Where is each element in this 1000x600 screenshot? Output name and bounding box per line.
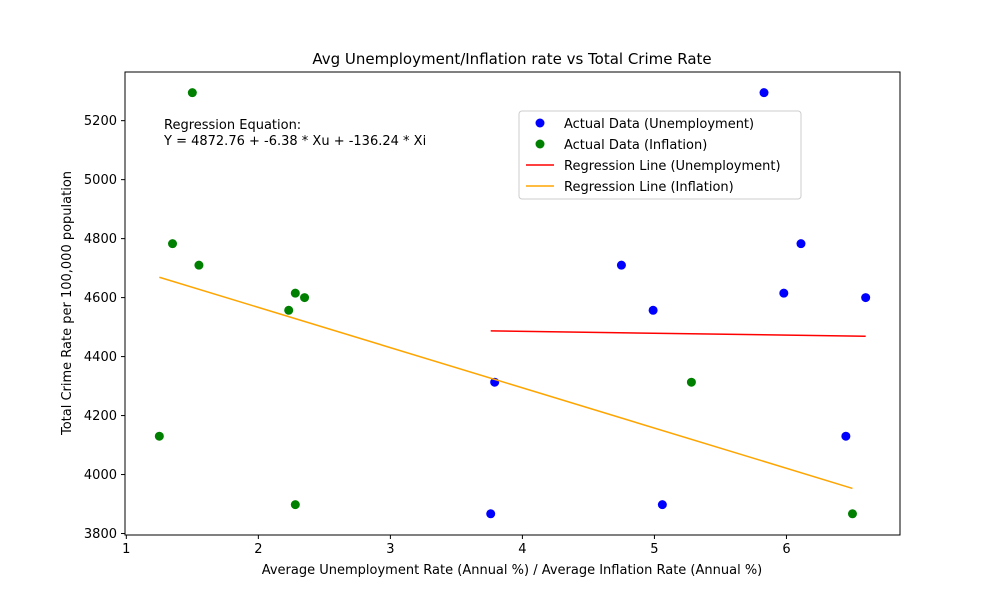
- data-point: [847, 509, 857, 519]
- annotation-line-1: Regression Equation:: [164, 118, 301, 133]
- y-tick-label: 5000: [84, 173, 117, 188]
- y-tick-label: 3800: [84, 527, 117, 542]
- data-point: [168, 239, 178, 249]
- regression-line: [490, 330, 866, 337]
- data-point: [759, 88, 769, 98]
- legend-label-unemployment-data: Actual Data (Unemployment): [564, 117, 754, 132]
- regression-line: [159, 276, 853, 490]
- x-axis: 1 2 3 4 5 6: [122, 535, 791, 557]
- chart-title: Avg Unemployment/Inflation rate vs Total…: [312, 50, 711, 68]
- data-point: [486, 509, 496, 519]
- legend-label-unemployment-regression: Regression Line (Unemployment): [564, 159, 781, 174]
- data-point: [187, 88, 197, 98]
- x-tick-label: 4: [518, 542, 526, 557]
- y-tick-label: 4000: [84, 468, 117, 483]
- data-point: [686, 377, 696, 387]
- y-tick-label: 4400: [84, 350, 117, 365]
- data-point: [841, 431, 851, 441]
- data-point: [300, 293, 310, 303]
- series-3: [159, 276, 853, 490]
- y-axis-label: Total Crime Rate per 100,000 population: [60, 171, 75, 436]
- regression-equation-annotation: Regression Equation: Y = 4872.76 + -6.38…: [163, 118, 426, 149]
- series-1: [154, 88, 857, 519]
- legend-marker-unemployment: [535, 118, 545, 128]
- data-point: [648, 305, 658, 315]
- data-point: [290, 500, 300, 510]
- legend-marker-inflation: [535, 139, 545, 149]
- data-point: [284, 305, 294, 315]
- plot-frame: [124, 71, 901, 536]
- legend-label-inflation-regression: Regression Line (Inflation): [564, 180, 734, 195]
- data-point: [657, 500, 667, 510]
- data-point: [796, 239, 806, 249]
- data-point: [194, 260, 204, 270]
- x-tick-label: 2: [254, 542, 262, 557]
- series-2: [490, 330, 866, 337]
- x-tick-label: 3: [386, 542, 394, 557]
- data-point: [290, 288, 300, 298]
- data-point: [861, 293, 871, 303]
- x-tick-label: 1: [122, 542, 130, 557]
- x-tick-label: 5: [650, 542, 658, 557]
- y-axis: 3800 4000 4200 4400 4600 4800 5000 5200: [84, 114, 125, 542]
- legend: Actual Data (Unemployment) Actual Data (…: [518, 110, 802, 200]
- x-tick-label: 6: [782, 542, 790, 557]
- annotation-line-2: Y = 4872.76 + -6.38 * Xu + -136.24 * Xi: [163, 134, 426, 149]
- data-point: [779, 288, 789, 298]
- y-tick-label: 5200: [84, 114, 117, 129]
- series-0: [486, 88, 871, 519]
- y-tick-label: 4600: [84, 291, 117, 306]
- data-point: [154, 431, 164, 441]
- plot-area: [154, 88, 871, 519]
- y-tick-label: 4200: [84, 409, 117, 424]
- legend-label-inflation-data: Actual Data (Inflation): [564, 138, 707, 153]
- legend-box: [518, 110, 802, 200]
- data-point: [616, 260, 626, 270]
- x-axis-label: Average Unemployment Rate (Annual %) / A…: [262, 563, 763, 578]
- y-tick-label: 4800: [84, 232, 117, 247]
